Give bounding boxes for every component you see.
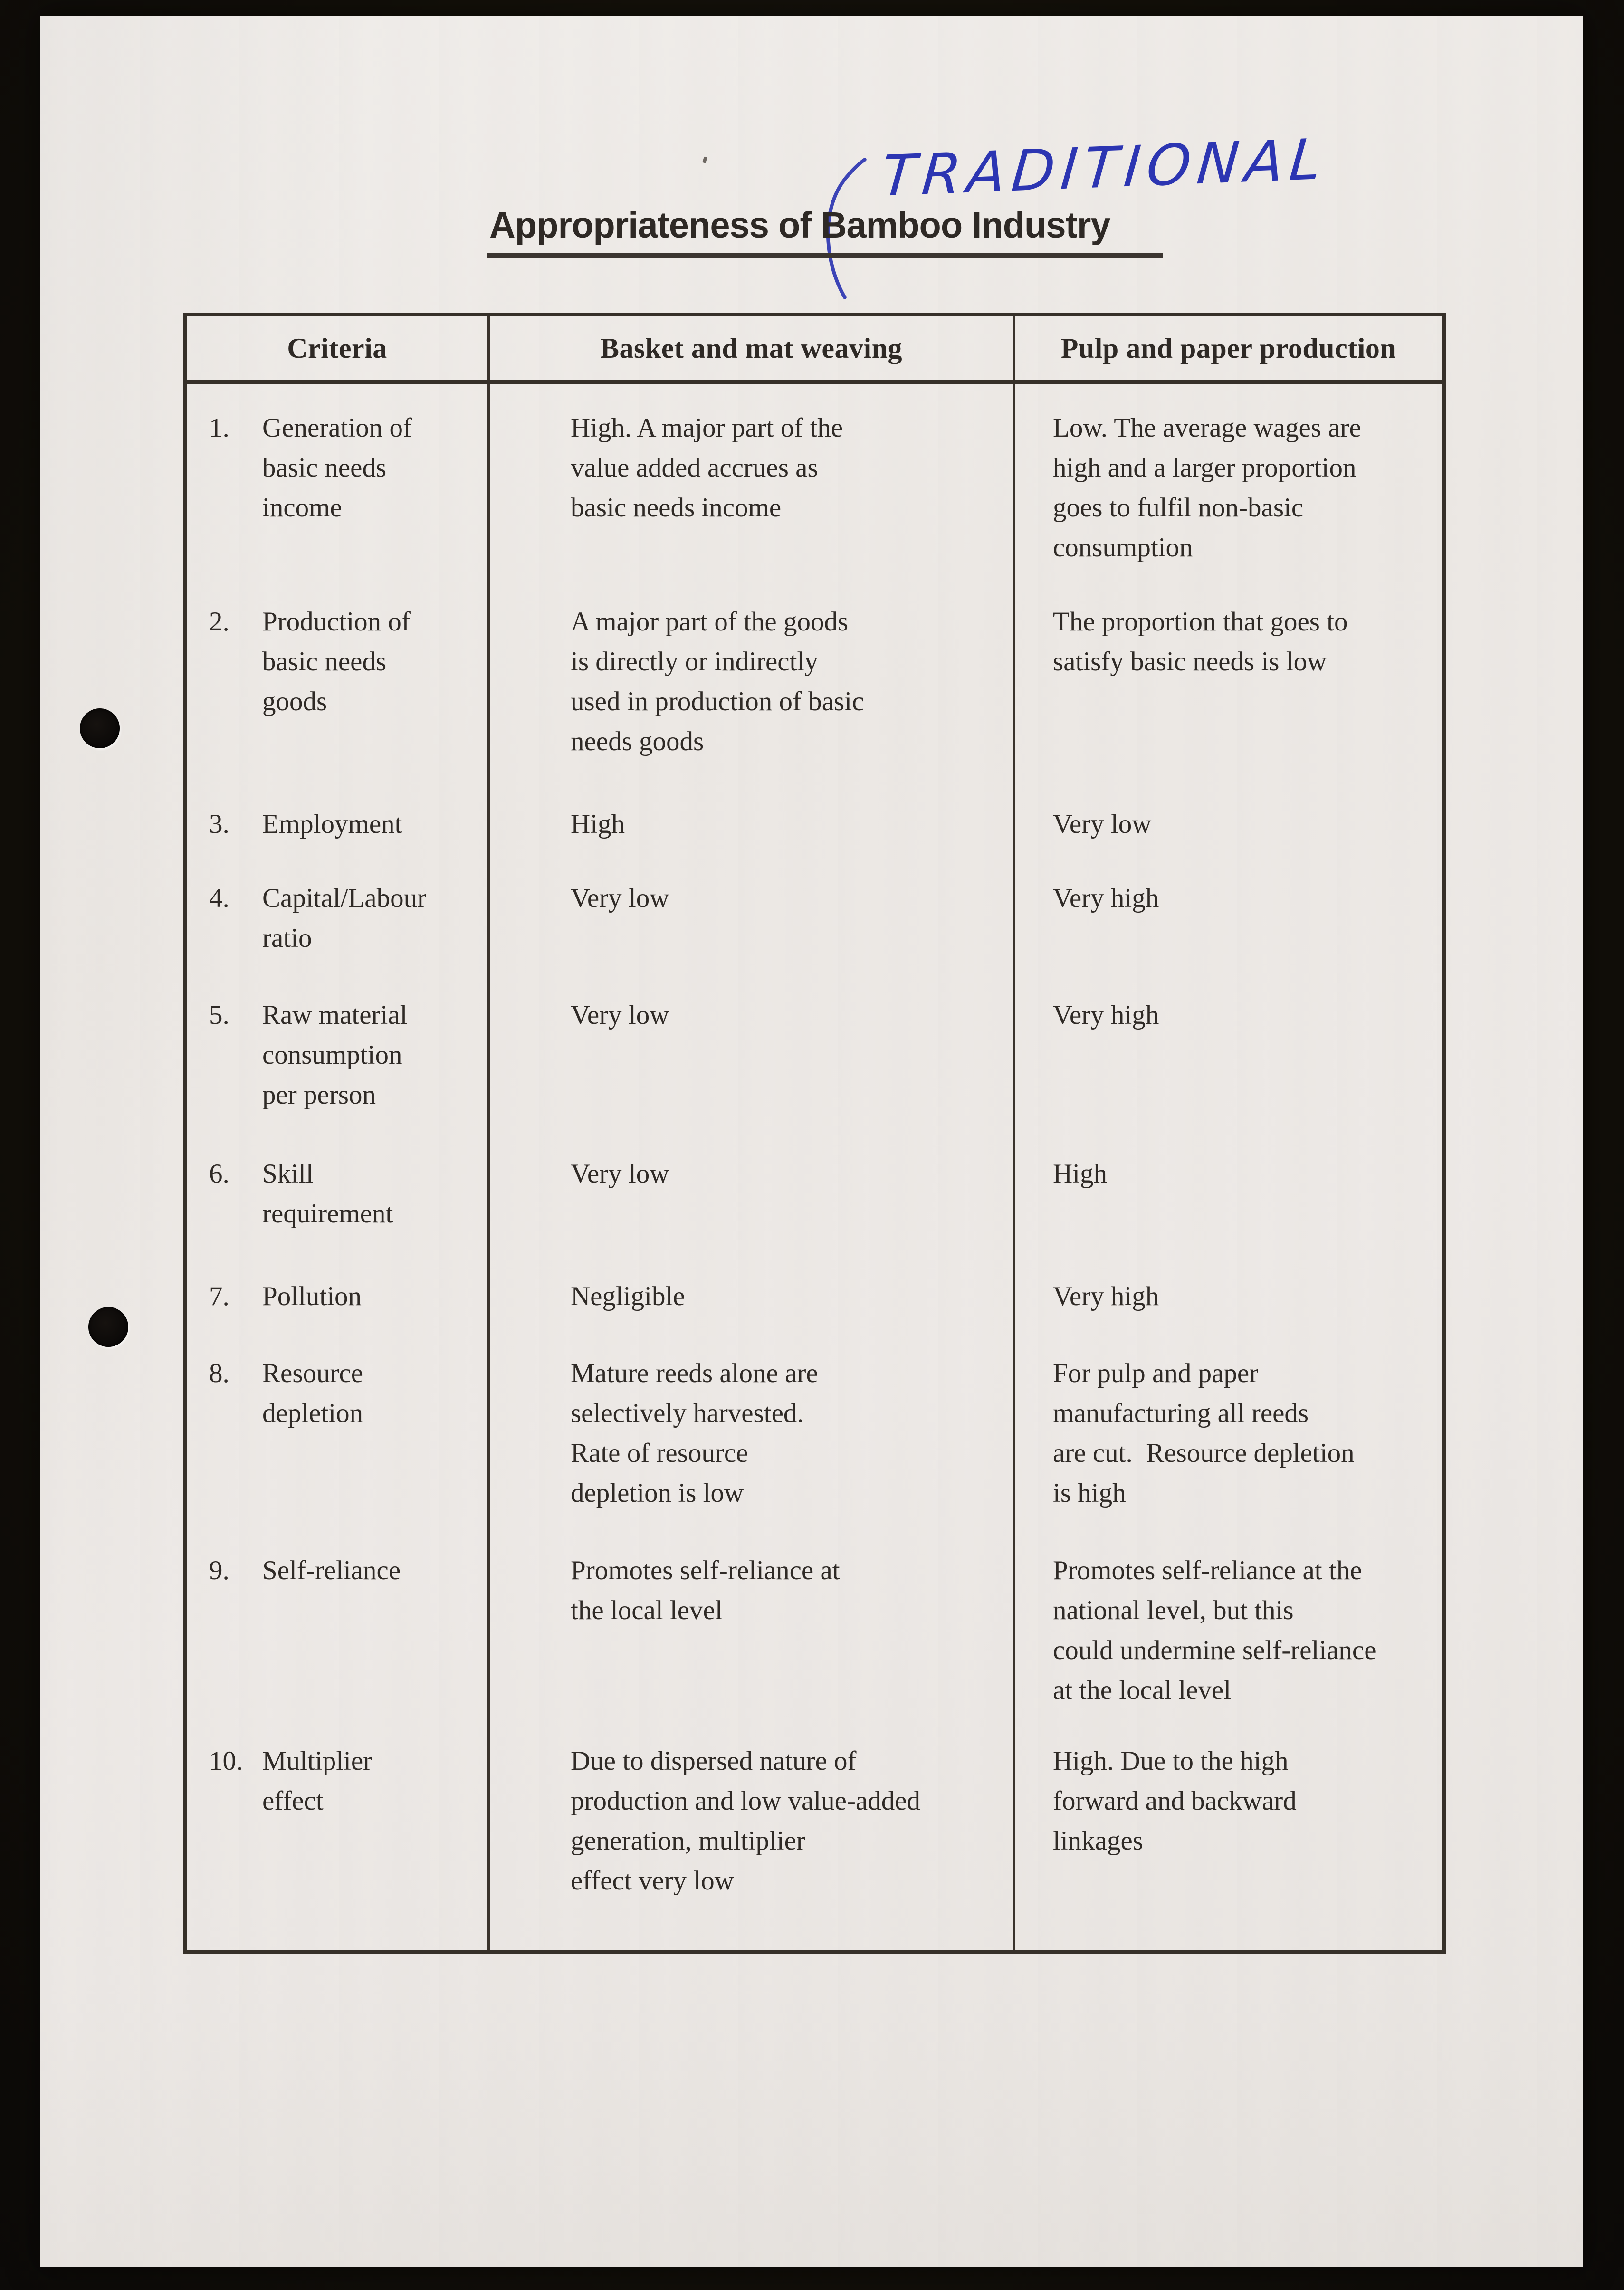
basket-weaving-cell: Mature reeds alone are selectively harve… — [571, 1358, 818, 1508]
basket-weaving-cell: Very low — [571, 1000, 669, 1030]
hole-punch-bottom — [88, 1307, 128, 1347]
pulp-paper-cell: High — [1053, 1159, 1107, 1189]
row-number: 1. — [209, 413, 229, 443]
row-number: 9. — [209, 1555, 229, 1585]
scan-artifact-speck — [702, 156, 707, 163]
criteria-cell: Generation of basic needs income — [262, 413, 412, 523]
basket-weaving-cell: Very low — [571, 1159, 669, 1189]
basket-weaving-cell: Negligible — [571, 1281, 685, 1311]
pulp-paper-cell: Very high — [1053, 883, 1159, 913]
page-title: Appropriateness of Bamboo Industry — [489, 205, 1111, 246]
basket-weaving-cell: Due to dispersed nature of production an… — [571, 1746, 921, 1896]
table-row: 8. Resource depletion Mature reeds alone … — [187, 1354, 1442, 1513]
column-header-criteria: Criteria — [287, 332, 387, 364]
basket-weaving-cell: Promotes self-reliance at the local leve… — [571, 1555, 840, 1625]
table-row: 1. Generation of basic needs income High.… — [187, 408, 1442, 568]
pulp-paper-cell: The proportion that goes to satisfy basi… — [1053, 607, 1348, 677]
column-divider-1 — [487, 316, 490, 1950]
criteria-cell: Resource depletion — [262, 1358, 363, 1428]
pulp-paper-cell: Very high — [1053, 1281, 1159, 1311]
criteria-cell: Capital/Labour ratio — [262, 883, 427, 953]
column-header-pulp-paper: Pulp and paper production — [1060, 332, 1396, 364]
table-row: 7. Pollution Negligible Very high — [187, 1277, 1442, 1317]
criteria-cell: Pollution — [262, 1281, 362, 1311]
column-header-basket-weaving: Basket and mat weaving — [600, 332, 903, 364]
row-number: 6. — [209, 1159, 229, 1189]
row-number: 3. — [209, 809, 229, 839]
pulp-paper-cell: Very high — [1053, 1000, 1159, 1030]
table-row: 10. Multiplier effect Due to dispersed na… — [187, 1741, 1442, 1901]
table-row: 3. Employment High Very low — [187, 804, 1442, 844]
criteria-cell: Multiplier effect — [262, 1746, 373, 1816]
pulp-paper-cell: Low. The average wages are high and a la… — [1053, 413, 1361, 563]
table-row: 2. Production of basic needs goods A majo… — [187, 602, 1442, 762]
column-divider-2 — [1013, 316, 1015, 1950]
row-number: 8. — [209, 1358, 229, 1388]
header-separator — [186, 380, 1443, 384]
pulp-paper-cell: Promotes self-reliance at the national l… — [1053, 1555, 1376, 1705]
pulp-paper-cell: Very low — [1053, 809, 1152, 839]
row-number: 2. — [209, 607, 229, 637]
basket-weaving-cell: A major part of the goods is directly or… — [571, 607, 864, 756]
pulp-paper-cell: High. Due to the high forward and backwa… — [1053, 1746, 1297, 1856]
handwritten-annotation: TRADITIONAL — [879, 126, 1330, 209]
row-number: 10. — [209, 1746, 243, 1776]
row-number: 4. — [209, 883, 229, 913]
basket-weaving-cell: High — [571, 809, 625, 839]
table-row: 5. Raw material consumption per person Ve… — [187, 995, 1442, 1115]
row-number: 7. — [209, 1281, 229, 1311]
criteria-cell: Employment — [262, 809, 402, 839]
table-row: 6. Skill requirement Very low High — [187, 1154, 1442, 1234]
pulp-paper-cell: For pulp and paper manufacturing all ree… — [1053, 1358, 1355, 1508]
paper-sheet: TRADITIONAL Appropriateness of Bamboo In… — [40, 16, 1583, 2267]
table-row: 4. Capital/Labour ratio Very low Very hig… — [187, 878, 1442, 958]
comparison-table: Criteria Basket and mat weaving Pulp and… — [183, 313, 1446, 1954]
row-number: 5. — [209, 1000, 229, 1030]
criteria-cell: Self-reliance — [262, 1555, 401, 1585]
basket-weaving-cell: High. A major part of the value added ac… — [571, 413, 843, 523]
title-underline — [487, 253, 1163, 258]
criteria-cell: Raw material consumption per person — [262, 1000, 408, 1110]
criteria-cell: Production of basic needs goods — [262, 607, 411, 716]
hole-punch-top — [80, 708, 120, 748]
criteria-cell: Skill requirement — [262, 1159, 393, 1229]
basket-weaving-cell: Very low — [571, 883, 669, 913]
table-row: 9. Self-reliance Promotes self-reliance a… — [187, 1551, 1442, 1710]
